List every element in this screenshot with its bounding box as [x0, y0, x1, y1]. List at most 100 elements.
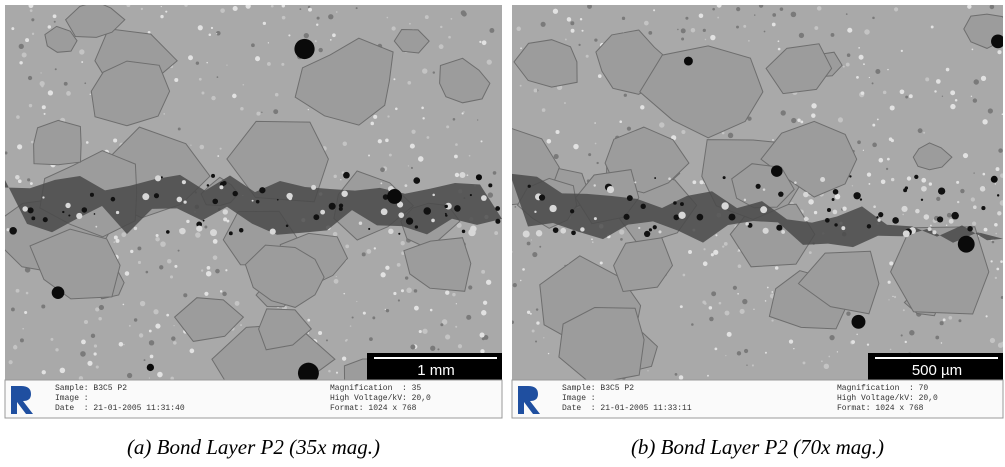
speckle [222, 291, 227, 297]
speckle [547, 352, 550, 355]
scale-label: 500 µm [912, 362, 962, 379]
speckle [396, 262, 401, 267]
speckle [242, 83, 245, 86]
bond-layer [5, 174, 502, 235]
speckle [531, 329, 535, 333]
speckle [808, 199, 814, 205]
speckle [226, 219, 230, 223]
speckle [171, 336, 176, 341]
speckle [121, 232, 127, 238]
pore [176, 196, 183, 203]
pore [311, 184, 317, 190]
speckle [50, 337, 54, 341]
speckle [157, 371, 163, 378]
info-high-voltage: High Voltage/kV: 20,0 [330, 394, 431, 403]
speckle [11, 307, 15, 312]
aggregate [258, 308, 313, 351]
pore [380, 182, 383, 185]
speckle [454, 154, 458, 159]
speckle [41, 304, 46, 309]
pore [606, 185, 615, 194]
pore [534, 210, 537, 214]
pore [179, 227, 186, 235]
speckle [167, 258, 172, 264]
pore [755, 183, 761, 189]
speckle [198, 77, 202, 81]
speckle [245, 5, 251, 9]
speckle [588, 153, 592, 157]
pore [432, 193, 435, 197]
speckle [793, 347, 795, 350]
speckle [753, 308, 755, 310]
pore [640, 203, 646, 209]
speckle [219, 290, 223, 293]
pore [996, 194, 1000, 197]
speckle [138, 333, 144, 338]
info-format: Format: 1024 x 768 [837, 404, 924, 413]
speckle [126, 5, 131, 8]
speckle [199, 144, 205, 150]
speckle [147, 31, 151, 34]
speckle [708, 306, 713, 310]
speckle [674, 373, 678, 376]
speckle [732, 285, 737, 290]
speckle [342, 141, 348, 146]
speckle [308, 7, 312, 12]
speckle [887, 280, 891, 284]
speckle [704, 38, 707, 41]
speckle [148, 340, 155, 346]
speckle [989, 337, 996, 344]
speckle [165, 10, 168, 13]
speckle [28, 5, 34, 9]
pore [648, 228, 652, 232]
speckle [553, 153, 559, 160]
speckle [341, 171, 345, 175]
speckle [487, 192, 494, 198]
pore [877, 218, 881, 222]
speckle [128, 324, 131, 327]
speckle [640, 105, 645, 110]
speckle [857, 140, 861, 145]
pore [404, 184, 408, 188]
speckle [267, 62, 271, 66]
speckle [81, 61, 84, 64]
speckle [445, 290, 450, 295]
speckle [174, 78, 179, 83]
speckle [905, 95, 909, 99]
speckle [925, 77, 930, 82]
speckle [764, 300, 767, 302]
speckle [1000, 173, 1003, 178]
speckle [830, 33, 835, 37]
speckle [83, 319, 89, 325]
pore [328, 202, 336, 210]
aggregate [513, 39, 578, 88]
speckle [936, 196, 941, 202]
pore [9, 227, 17, 235]
speckle [889, 105, 895, 111]
pore [382, 194, 389, 200]
caption: (b) Bond Layer P2 (70x mag.) [631, 435, 884, 459]
pore [522, 230, 530, 238]
speckle [678, 375, 684, 380]
pore [110, 196, 116, 202]
speckle [39, 81, 45, 87]
speckle [680, 28, 686, 34]
speckle [813, 210, 818, 215]
speckle [377, 139, 382, 144]
speckle [828, 355, 831, 358]
void [683, 56, 693, 66]
speckle [393, 291, 397, 296]
speckle [771, 291, 774, 293]
speckle [519, 84, 522, 87]
void [990, 175, 998, 183]
pore [81, 207, 88, 213]
speckle [945, 67, 950, 72]
speckle [452, 118, 456, 121]
speckle [962, 153, 969, 159]
pore [668, 177, 671, 181]
pore [927, 227, 932, 232]
pore [626, 195, 633, 202]
speckle [407, 80, 412, 85]
aggregate [393, 28, 430, 54]
